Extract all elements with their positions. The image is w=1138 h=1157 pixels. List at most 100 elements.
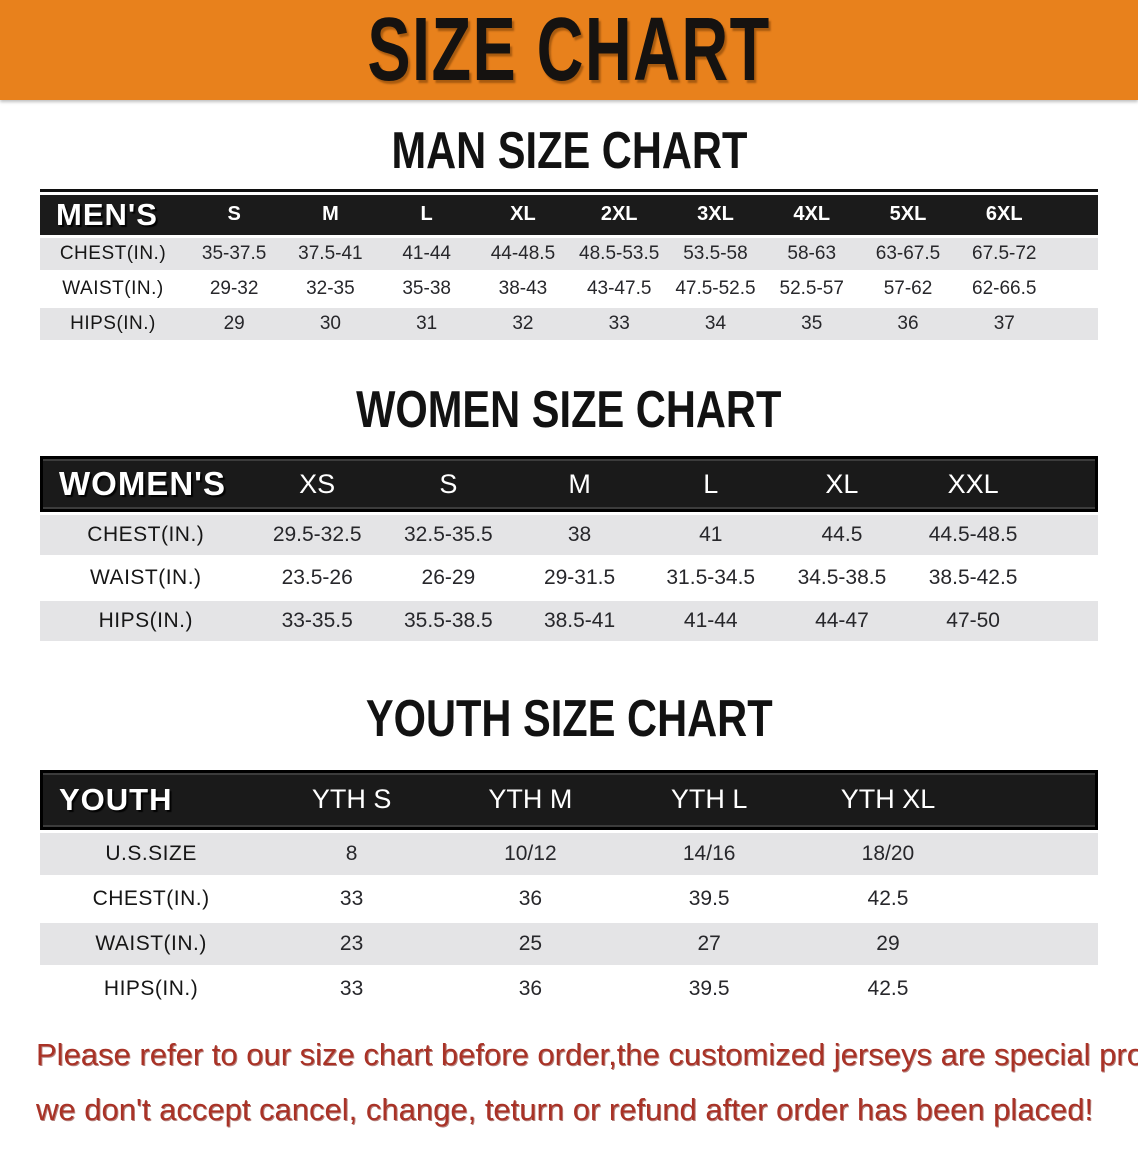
youth-waist-in-row: WAIST(IN.) 23 25 27 29	[40, 922, 1098, 965]
women-waist-in-label: WAIST(IN.)	[40, 558, 252, 599]
women-hips-in-value-l: 41-44	[645, 601, 777, 642]
men-waist-in-value-l: 35-38	[378, 272, 475, 305]
youth-group-label: YOUTH	[40, 769, 263, 830]
youth-row-fill	[977, 832, 1098, 875]
women-size-column-xs: XS	[251, 456, 383, 513]
youth-size-column-yth-s: YTH S	[262, 769, 441, 830]
women-size-column-m: M	[513, 456, 646, 513]
youth-u-s-size-value-yth-l: 14/16	[619, 832, 799, 875]
men-hips-in-value-3xl: 34	[667, 307, 764, 340]
women-section-heading-text: WOMEN SIZE CHART	[356, 380, 782, 439]
men-waist-in-label: WAIST(IN.)	[40, 272, 186, 305]
women-chest-in-value-l: 41	[645, 515, 777, 556]
page-title-text: SIZE CHART	[367, 0, 771, 100]
youth-chest-in-value-yth-m: 36	[440, 877, 620, 920]
women-header-row: WOMEN'S XS S M L XL XXL	[40, 456, 1098, 513]
women-waist-in-value-s: 26-29	[382, 558, 514, 599]
men-row-fill	[1052, 237, 1098, 270]
men-waist-in-value-xl: 38-43	[474, 272, 572, 305]
women-size-column-l: L	[645, 456, 777, 513]
men-hips-in-value-6xl: 37	[956, 307, 1053, 340]
women-hips-in-label: HIPS(IN.)	[40, 601, 252, 642]
men-waist-in-value-2xl: 43-47.5	[571, 272, 668, 305]
women-hips-in-row: HIPS(IN.) 33-35.5 35.5-38.5 38.5-41 41-44 44-…	[40, 601, 1098, 642]
youth-chest-in-row: CHEST(IN.) 33 36 39.5 42.5	[40, 877, 1098, 920]
men-size-section: MAN SIZE CHART MEN'S S M L XL 2XL 3XL 4XL 5XL 6XL C…	[0, 124, 1138, 343]
men-table-head: MEN'S S M L XL 2XL 3XL 4XL 5XL 6XL	[40, 194, 1098, 235]
youth-u-s-size-row: U.S.SIZE 8 10/12 14/16 18/20	[40, 832, 1098, 875]
men-chest-in-value-2xl: 48.5-53.5	[571, 237, 668, 270]
youth-size-section: YOUTH SIZE CHART YOUTH YTH S YTH M YTH L YTH …	[0, 692, 1138, 1013]
women-hips-in-value-xxl: 47-50	[907, 601, 1039, 642]
size-chart-sections: MAN SIZE CHART MEN'S S M L XL 2XL 3XL 4XL 5XL 6XL C…	[0, 124, 1138, 1013]
women-section-heading: WOMEN SIZE CHART	[40, 380, 1098, 439]
youth-waist-in-value-yth-xl: 29	[798, 922, 978, 965]
women-waist-in-value-xxl: 38.5-42.5	[907, 558, 1039, 599]
men-row-fill	[1052, 272, 1098, 305]
women-chest-in-value-xl: 44.5	[776, 515, 908, 556]
men-waist-in-row: WAIST(IN.) 29-32 32-35 35-38 38-43 43-47.5 47.…	[40, 272, 1098, 305]
women-size-column-xxl: XXL	[907, 456, 1039, 513]
men-chest-in-value-m: 37.5-41	[282, 237, 379, 270]
men-chest-in-label: CHEST(IN.)	[40, 237, 186, 270]
men-chest-in-value-s: 35-37.5	[186, 237, 283, 270]
men-size-column-4xl: 4XL	[763, 194, 860, 235]
women-chest-in-value-s: 32.5-35.5	[382, 515, 514, 556]
women-hips-in-value-xs: 33-35.5	[251, 601, 383, 642]
youth-header-row: YOUTH YTH S YTH M YTH L YTH XL	[40, 769, 1098, 830]
men-section-heading: MAN SIZE CHART	[40, 124, 1098, 179]
women-row-fill	[1038, 515, 1098, 556]
men-chest-in-value-4xl: 58-63	[763, 237, 860, 270]
youth-u-s-size-value-yth-xl: 18/20	[798, 832, 978, 875]
youth-waist-in-value-yth-l: 27	[619, 922, 799, 965]
youth-u-s-size-label: U.S.SIZE	[40, 832, 263, 875]
banner: SIZE CHART	[0, 0, 1138, 100]
youth-hips-in-value-yth-xl: 42.5	[798, 967, 978, 1010]
youth-size-column-yth-xl: YTH XL	[798, 769, 978, 830]
women-chest-in-value-xxl: 44.5-48.5	[907, 515, 1039, 556]
men-size-column-s: S	[186, 194, 283, 235]
women-waist-in-value-m: 29-31.5	[513, 558, 646, 599]
men-size-table: MEN'S S M L XL 2XL 3XL 4XL 5XL 6XL CHEST(IN.) 35-37…	[40, 188, 1098, 343]
women-chest-in-label: CHEST(IN.)	[40, 515, 252, 556]
youth-hips-in-value-yth-s: 33	[262, 967, 441, 1010]
men-waist-in-value-6xl: 62-66.5	[956, 272, 1053, 305]
youth-section-heading: YOUTH SIZE CHART	[40, 692, 1098, 747]
disclaimer-line-2: we don't accept cancel, change, teturn o…	[36, 1091, 1094, 1127]
men-chest-in-value-5xl: 63-67.5	[859, 237, 957, 270]
youth-chest-in-value-yth-xl: 42.5	[798, 877, 978, 920]
women-waist-in-value-xl: 34.5-38.5	[776, 558, 908, 599]
youth-chest-in-label: CHEST(IN.)	[40, 877, 263, 920]
women-chest-in-value-m: 38	[513, 515, 646, 556]
men-hips-in-value-2xl: 33	[571, 307, 668, 340]
youth-chest-in-value-yth-l: 39.5	[619, 877, 799, 920]
men-chest-in-value-l: 41-44	[378, 237, 475, 270]
women-chest-in-row: CHEST(IN.) 29.5-32.5 32.5-35.5 38 41 44.5 44.5…	[40, 515, 1098, 556]
men-hips-in-value-s: 29	[186, 307, 283, 340]
men-chest-in-row: CHEST(IN.) 35-37.5 37.5-41 41-44 44-48.5 48.5…	[40, 237, 1098, 270]
women-waist-in-value-l: 31.5-34.5	[645, 558, 777, 599]
men-hips-in-value-m: 30	[282, 307, 379, 340]
men-size-column-l: L	[378, 194, 475, 235]
men-waist-in-value-s: 29-32	[186, 272, 283, 305]
youth-row-fill	[977, 967, 1098, 1010]
women-row-fill	[1038, 601, 1098, 642]
women-hips-in-value-s: 35.5-38.5	[382, 601, 514, 642]
women-waist-in-row: WAIST(IN.) 23.5-26 26-29 29-31.5 31.5-34.5 34…	[40, 558, 1098, 599]
men-size-column-5xl: 5XL	[859, 194, 957, 235]
youth-size-table: YOUTH YTH S YTH M YTH L YTH XL U.S.SIZE 8 10/12…	[40, 767, 1098, 1013]
youth-size-column-yth-l: YTH L	[619, 769, 799, 830]
youth-hips-in-label: HIPS(IN.)	[40, 967, 263, 1010]
disclaimer-line-1: Please refer to our size chart before or…	[36, 1036, 1138, 1072]
men-chest-in-value-6xl: 67.5-72	[956, 237, 1053, 270]
men-hips-in-value-4xl: 35	[763, 307, 860, 340]
men-size-column-2xl: 2XL	[571, 194, 668, 235]
women-group-label: WOMEN'S	[40, 456, 252, 513]
men-waist-in-value-4xl: 52.5-57	[763, 272, 860, 305]
men-hips-in-value-5xl: 36	[859, 307, 957, 340]
youth-waist-in-value-yth-s: 23	[262, 922, 441, 965]
women-row-fill	[1038, 558, 1098, 599]
youth-hips-in-value-yth-l: 39.5	[619, 967, 799, 1010]
youth-size-column-yth-m: YTH M	[440, 769, 620, 830]
